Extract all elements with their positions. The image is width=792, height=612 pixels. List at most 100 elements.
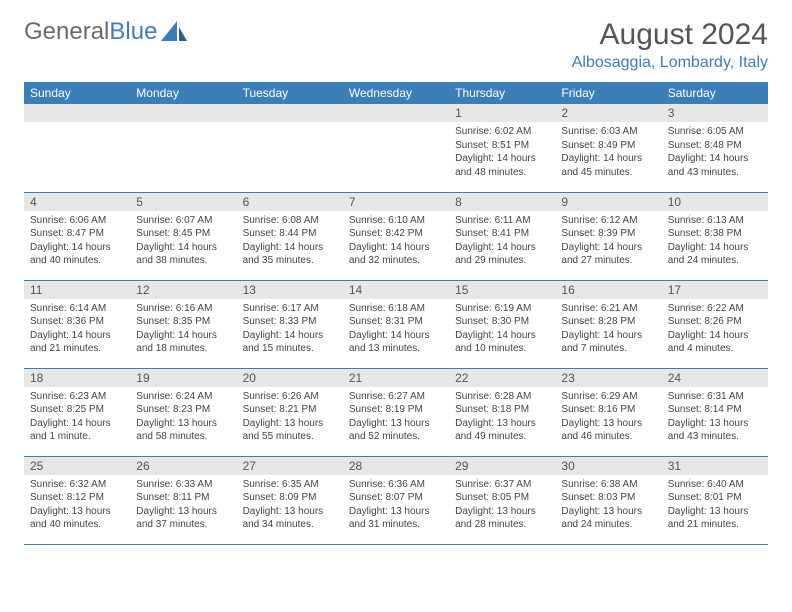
calendar-day-cell: 15Sunrise: 6:19 AMSunset: 8:30 PMDayligh… <box>449 280 555 368</box>
daylight-text: Daylight: 13 hours and 24 minutes. <box>561 505 655 532</box>
sunset-text: Sunset: 8:39 PM <box>561 227 655 241</box>
sunset-text: Sunset: 8:33 PM <box>243 315 337 329</box>
day-number: 9 <box>555 193 661 211</box>
calendar-day-cell: 26Sunrise: 6:33 AMSunset: 8:11 PMDayligh… <box>130 456 236 544</box>
day-number: 4 <box>24 193 130 211</box>
daylight-text: Daylight: 14 hours and 29 minutes. <box>455 241 549 268</box>
day-details: Sunrise: 6:29 AMSunset: 8:16 PMDaylight:… <box>555 387 661 448</box>
day-number: 27 <box>237 457 343 475</box>
calendar-day-cell: 13Sunrise: 6:17 AMSunset: 8:33 PMDayligh… <box>237 280 343 368</box>
day-number: 31 <box>662 457 768 475</box>
calendar-week-row: 4Sunrise: 6:06 AMSunset: 8:47 PMDaylight… <box>24 192 768 280</box>
day-number <box>343 104 449 122</box>
sunrise-text: Sunrise: 6:21 AM <box>561 302 655 316</box>
sunset-text: Sunset: 8:03 PM <box>561 491 655 505</box>
sunset-text: Sunset: 8:35 PM <box>136 315 230 329</box>
calendar-day-cell: 11Sunrise: 6:14 AMSunset: 8:36 PMDayligh… <box>24 280 130 368</box>
sunset-text: Sunset: 8:16 PM <box>561 403 655 417</box>
day-number: 14 <box>343 281 449 299</box>
sunset-text: Sunset: 8:48 PM <box>668 139 762 153</box>
sunset-text: Sunset: 8:14 PM <box>668 403 762 417</box>
day-details: Sunrise: 6:06 AMSunset: 8:47 PMDaylight:… <box>24 211 130 272</box>
title-block: August 2024 Albosaggia, Lombardy, Italy <box>572 18 768 72</box>
calendar-week-row: 25Sunrise: 6:32 AMSunset: 8:12 PMDayligh… <box>24 456 768 544</box>
sunset-text: Sunset: 8:09 PM <box>243 491 337 505</box>
sunset-text: Sunset: 8:36 PM <box>30 315 124 329</box>
sunrise-text: Sunrise: 6:28 AM <box>455 390 549 404</box>
sunset-text: Sunset: 8:07 PM <box>349 491 443 505</box>
calendar-day-cell: 21Sunrise: 6:27 AMSunset: 8:19 PMDayligh… <box>343 368 449 456</box>
daylight-text: Daylight: 14 hours and 13 minutes. <box>349 329 443 356</box>
daylight-text: Daylight: 14 hours and 4 minutes. <box>668 329 762 356</box>
weekday-header: Thursday <box>449 82 555 104</box>
daylight-text: Daylight: 14 hours and 32 minutes. <box>349 241 443 268</box>
calendar-day-cell: 18Sunrise: 6:23 AMSunset: 8:25 PMDayligh… <box>24 368 130 456</box>
day-number: 21 <box>343 369 449 387</box>
sunrise-text: Sunrise: 6:26 AM <box>243 390 337 404</box>
sunrise-text: Sunrise: 6:33 AM <box>136 478 230 492</box>
sunrise-text: Sunrise: 6:29 AM <box>561 390 655 404</box>
day-number: 7 <box>343 193 449 211</box>
daylight-text: Daylight: 14 hours and 40 minutes. <box>30 241 124 268</box>
daylight-text: Daylight: 13 hours and 28 minutes. <box>455 505 549 532</box>
sunrise-text: Sunrise: 6:07 AM <box>136 214 230 228</box>
daylight-text: Daylight: 14 hours and 21 minutes. <box>30 329 124 356</box>
calendar-day-cell: 19Sunrise: 6:24 AMSunset: 8:23 PMDayligh… <box>130 368 236 456</box>
day-details: Sunrise: 6:36 AMSunset: 8:07 PMDaylight:… <box>343 475 449 536</box>
day-number: 17 <box>662 281 768 299</box>
day-number: 13 <box>237 281 343 299</box>
sunset-text: Sunset: 8:11 PM <box>136 491 230 505</box>
sunrise-text: Sunrise: 6:32 AM <box>30 478 124 492</box>
day-details: Sunrise: 6:24 AMSunset: 8:23 PMDaylight:… <box>130 387 236 448</box>
day-details: Sunrise: 6:32 AMSunset: 8:12 PMDaylight:… <box>24 475 130 536</box>
day-number: 12 <box>130 281 236 299</box>
sunrise-text: Sunrise: 6:19 AM <box>455 302 549 316</box>
calendar-week-row: 18Sunrise: 6:23 AMSunset: 8:25 PMDayligh… <box>24 368 768 456</box>
day-number <box>130 104 236 122</box>
day-number: 2 <box>555 104 661 122</box>
day-details: Sunrise: 6:37 AMSunset: 8:05 PMDaylight:… <box>449 475 555 536</box>
daylight-text: Daylight: 13 hours and 49 minutes. <box>455 417 549 444</box>
day-number: 25 <box>24 457 130 475</box>
sunset-text: Sunset: 8:30 PM <box>455 315 549 329</box>
daylight-text: Daylight: 14 hours and 10 minutes. <box>455 329 549 356</box>
day-details: Sunrise: 6:11 AMSunset: 8:41 PMDaylight:… <box>449 211 555 272</box>
day-number: 10 <box>662 193 768 211</box>
calendar-day-cell: 16Sunrise: 6:21 AMSunset: 8:28 PMDayligh… <box>555 280 661 368</box>
calendar-day-cell <box>343 104 449 192</box>
weekday-header: Tuesday <box>237 82 343 104</box>
sunset-text: Sunset: 8:45 PM <box>136 227 230 241</box>
sunrise-text: Sunrise: 6:27 AM <box>349 390 443 404</box>
sunset-text: Sunset: 8:05 PM <box>455 491 549 505</box>
sunset-text: Sunset: 8:51 PM <box>455 139 549 153</box>
sunrise-text: Sunrise: 6:23 AM <box>30 390 124 404</box>
day-number: 1 <box>449 104 555 122</box>
calendar-day-cell: 9Sunrise: 6:12 AMSunset: 8:39 PMDaylight… <box>555 192 661 280</box>
daylight-text: Daylight: 14 hours and 48 minutes. <box>455 152 549 179</box>
calendar-day-cell: 6Sunrise: 6:08 AMSunset: 8:44 PMDaylight… <box>237 192 343 280</box>
day-details: Sunrise: 6:16 AMSunset: 8:35 PMDaylight:… <box>130 299 236 360</box>
day-details: Sunrise: 6:07 AMSunset: 8:45 PMDaylight:… <box>130 211 236 272</box>
sunrise-text: Sunrise: 6:14 AM <box>30 302 124 316</box>
sunrise-text: Sunrise: 6:02 AM <box>455 125 549 139</box>
calendar-day-cell: 25Sunrise: 6:32 AMSunset: 8:12 PMDayligh… <box>24 456 130 544</box>
day-details: Sunrise: 6:31 AMSunset: 8:14 PMDaylight:… <box>662 387 768 448</box>
day-details: Sunrise: 6:38 AMSunset: 8:03 PMDaylight:… <box>555 475 661 536</box>
sunset-text: Sunset: 8:23 PM <box>136 403 230 417</box>
calendar-day-cell: 12Sunrise: 6:16 AMSunset: 8:35 PMDayligh… <box>130 280 236 368</box>
sunrise-text: Sunrise: 6:24 AM <box>136 390 230 404</box>
page-title: August 2024 <box>572 18 768 52</box>
day-details: Sunrise: 6:10 AMSunset: 8:42 PMDaylight:… <box>343 211 449 272</box>
daylight-text: Daylight: 13 hours and 21 minutes. <box>668 505 762 532</box>
day-number: 24 <box>662 369 768 387</box>
calendar-week-row: 11Sunrise: 6:14 AMSunset: 8:36 PMDayligh… <box>24 280 768 368</box>
day-details: Sunrise: 6:13 AMSunset: 8:38 PMDaylight:… <box>662 211 768 272</box>
logo-text-blue: Blue <box>109 18 157 46</box>
day-details: Sunrise: 6:19 AMSunset: 8:30 PMDaylight:… <box>449 299 555 360</box>
day-details: Sunrise: 6:02 AMSunset: 8:51 PMDaylight:… <box>449 122 555 183</box>
calendar-day-cell: 20Sunrise: 6:26 AMSunset: 8:21 PMDayligh… <box>237 368 343 456</box>
day-details: Sunrise: 6:18 AMSunset: 8:31 PMDaylight:… <box>343 299 449 360</box>
sunset-text: Sunset: 8:49 PM <box>561 139 655 153</box>
calendar-day-cell <box>24 104 130 192</box>
calendar-day-cell: 23Sunrise: 6:29 AMSunset: 8:16 PMDayligh… <box>555 368 661 456</box>
